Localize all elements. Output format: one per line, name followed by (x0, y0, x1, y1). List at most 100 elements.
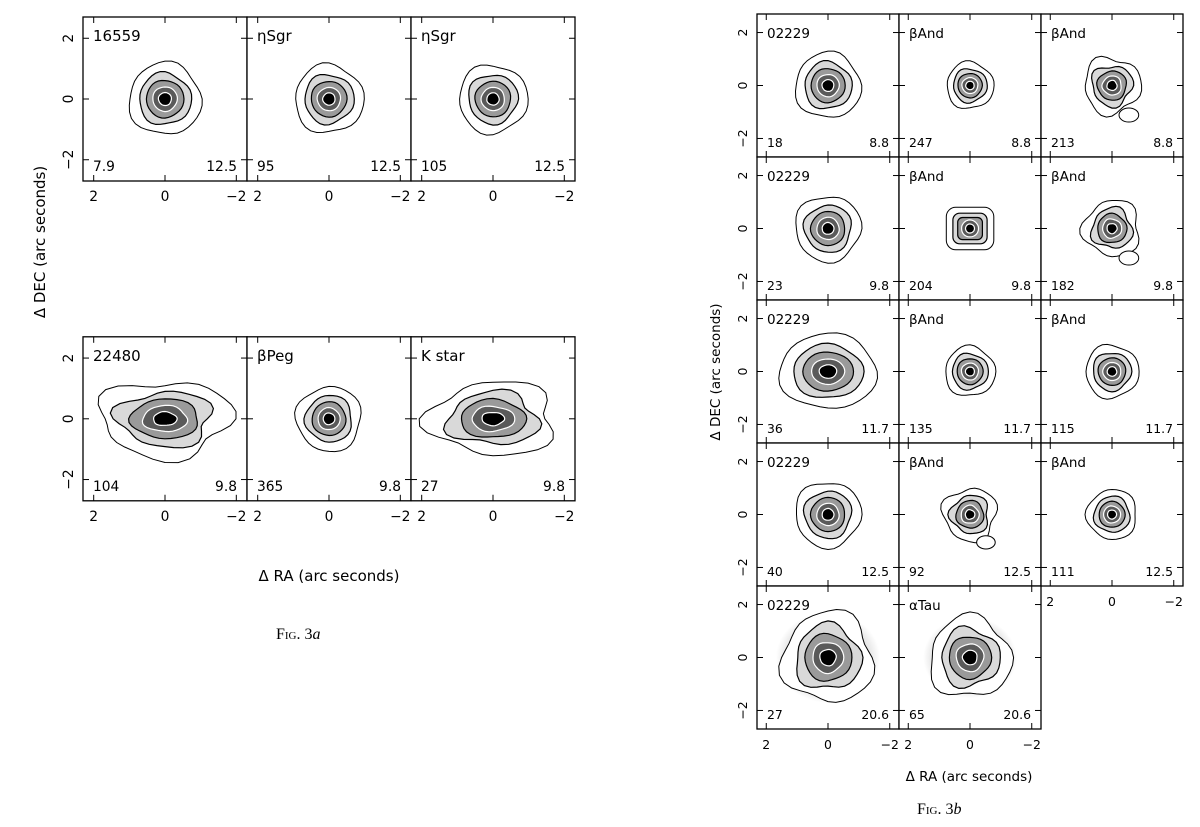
y-tick-label: 0 (735, 81, 750, 89)
star-contour (821, 221, 835, 235)
x-tick-label: −2 (881, 737, 899, 752)
x-tick-label: 0 (489, 189, 498, 205)
panel-star-name: βAnd (1051, 26, 1086, 42)
x-tick-label: 0 (325, 509, 334, 525)
y-axis-label: Δ DEC (arc seconds) (31, 166, 49, 318)
panel-left-value: 18 (767, 135, 783, 150)
panel-right-value: 12.5 (861, 564, 889, 579)
panel-star-name: βPeg (257, 347, 294, 365)
x-tick-label: −2 (226, 189, 246, 205)
star-tail-contour (1118, 250, 1140, 266)
y-tick-label: 0 (735, 510, 750, 518)
panel-star-name: 02229 (767, 455, 810, 471)
star-contour (481, 412, 506, 427)
panel-left-value: 27 (767, 707, 783, 722)
panel-right-value: 9.8 (215, 479, 237, 495)
panel-left-value: 65 (909, 707, 925, 722)
panel: 02229 18 8.8 2 0 −2 (735, 13, 900, 158)
y-tick-label: −2 (735, 701, 750, 719)
y-tick-label: 2 (61, 34, 77, 43)
star-contour (821, 78, 835, 92)
x-tick-label: 2 (417, 509, 426, 525)
panel-star-name: 02229 (767, 312, 810, 328)
panel-left-value: 40 (767, 564, 783, 579)
star-contour (964, 508, 976, 520)
panel-star-name: βAnd (909, 169, 944, 185)
panel-left-value: 247 (909, 135, 933, 150)
star-contour (1107, 509, 1118, 520)
panel-right-value: 12.5 (206, 159, 237, 175)
panel: 02229 23 9.8 2 0 −2 (735, 156, 900, 301)
star-contour (818, 364, 838, 379)
panel: βAnd 213 8.8 (1040, 13, 1184, 158)
y-tick-label: 2 (61, 354, 77, 363)
panel-left-value: 95 (257, 159, 275, 175)
panel: 16559 7.9 12.5 2 0 −2 2 0 −2 (61, 16, 248, 205)
panel: βAnd 135 11.7 (898, 299, 1042, 444)
y-tick-label: −2 (735, 272, 750, 290)
panel-left-value: 104 (93, 479, 119, 495)
figure-3a: 16559 7.9 12.5 2 0 −2 2 0 −2 ηSgr 95 12.5 2 0 −2 ηSgr 10… (31, 16, 576, 585)
y-tick-label: −2 (735, 558, 750, 576)
panel-left-value: 36 (767, 421, 783, 436)
panel-right-value: 9.8 (1153, 278, 1173, 293)
y-tick-label: 2 (735, 458, 750, 466)
y-tick-label: −2 (735, 415, 750, 433)
y-tick-label: 0 (735, 653, 750, 661)
panel-left-value: 27 (421, 479, 439, 495)
panel-star-name: βAnd (909, 26, 944, 42)
panel-star-name: ηSgr (257, 27, 293, 45)
caption-letter: a (312, 626, 321, 643)
x-axis-label: Δ RA (arc seconds) (259, 567, 400, 585)
panel-left-value: 213 (1051, 135, 1075, 150)
panel: βAnd 92 12.5 (898, 442, 1042, 587)
x-tick-label: 2 (253, 509, 262, 525)
x-tick-label: 0 (1108, 594, 1116, 609)
panel-star-name: βAnd (1051, 312, 1086, 328)
panel-star-name: βAnd (1051, 169, 1086, 185)
star-contour (819, 648, 837, 667)
figure-3a-caption: Fig. 3a (276, 626, 321, 644)
panel-right-value: 9.8 (379, 479, 401, 495)
caption-letter: b (953, 801, 962, 818)
panel-right-value: 11.7 (1003, 421, 1031, 436)
star-contour (322, 412, 336, 426)
panel-left-value: 204 (909, 278, 933, 293)
star-contour (961, 649, 978, 666)
panel: 22480 104 9.8 2 0 −2 2 0 −2 (61, 336, 248, 525)
panel: βAnd 115 11.7 (1040, 299, 1184, 444)
star-contour (152, 410, 178, 427)
x-tick-label: 0 (824, 737, 832, 752)
panel-star-name: K star (421, 347, 465, 365)
panel-star-name: βAnd (1051, 455, 1086, 471)
star-contour (321, 92, 336, 106)
x-tick-label: 2 (253, 189, 262, 205)
panel-left-value: 23 (767, 278, 783, 293)
panel: βAnd 111 12.5 2 0 −2 (1040, 442, 1184, 609)
panel-right-value: 9.8 (1011, 278, 1031, 293)
panel: βPeg 365 9.8 2 0 −2 (246, 336, 412, 525)
x-tick-label: −2 (390, 509, 410, 525)
panel-right-value: 20.6 (861, 707, 889, 722)
x-tick-label: 0 (161, 189, 170, 205)
y-tick-label: 2 (735, 315, 750, 323)
star-contour (157, 91, 172, 107)
x-tick-label: 2 (417, 189, 426, 205)
panel-star-name: 16559 (93, 27, 141, 45)
panel-star-name: βAnd (909, 455, 944, 471)
panel-right-value: 8.8 (1153, 135, 1173, 150)
panel-star-name: 02229 (767, 169, 810, 185)
x-tick-label: 2 (762, 737, 770, 752)
y-tick-label: 2 (735, 601, 750, 609)
star-tail-contour (976, 535, 996, 550)
panel-star-name: αTau (909, 598, 941, 614)
y-tick-label: 0 (735, 367, 750, 375)
panel-left-value: 182 (1051, 278, 1075, 293)
panel-star-name: 22480 (93, 347, 141, 365)
x-tick-label: 0 (161, 509, 170, 525)
panel-left-value: 135 (909, 421, 933, 436)
panel-right-value: 8.8 (869, 135, 889, 150)
panel: K star 27 9.8 2 0 −2 (410, 336, 576, 525)
x-tick-label: −2 (554, 189, 574, 205)
